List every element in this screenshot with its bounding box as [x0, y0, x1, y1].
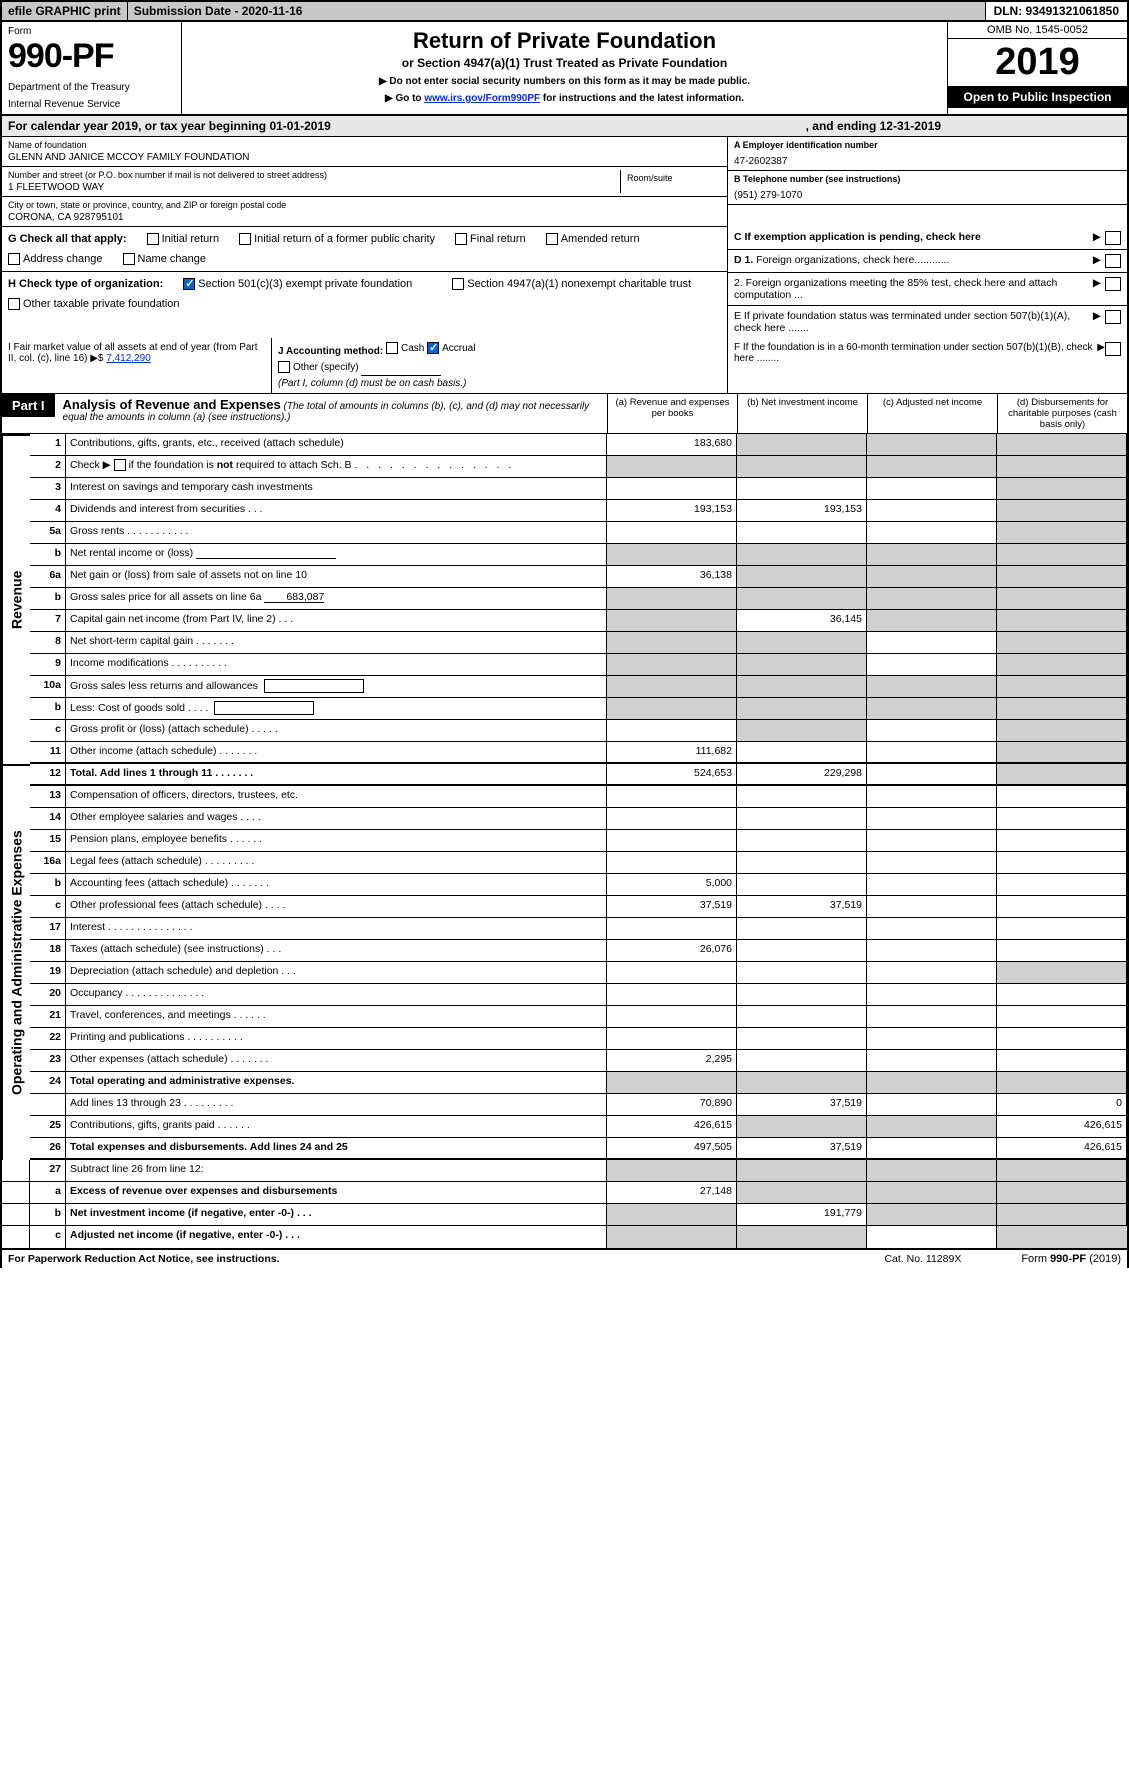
fmv-amount: 7,412,290 — [106, 353, 151, 364]
irs-label: Internal Revenue Service — [8, 99, 175, 110]
section-g-c: G Check all that apply: Initial return I… — [0, 227, 1129, 338]
chk-name-change[interactable]: Name change — [123, 253, 207, 265]
check-icon — [427, 342, 439, 354]
form-header: Form 990-PF Department of the Treasury I… — [0, 22, 1129, 116]
chk-other-method[interactable]: Other (specify) — [278, 361, 359, 373]
form-number: 990-PF — [8, 37, 175, 76]
open-public-badge: Open to Public Inspection — [948, 86, 1127, 108]
section-i-j-f: I Fair market value of all assets at end… — [0, 338, 1129, 394]
chk-4947[interactable]: Section 4947(a)(1) nonexempt charitable … — [452, 278, 691, 290]
calendar-year-row: For calendar year 2019, or tax year begi… — [0, 116, 1129, 137]
g-check-row: G Check all that apply: Initial return I… — [2, 227, 727, 272]
arrow-icon: ▶ — [1093, 254, 1101, 266]
chk-address-change[interactable]: Address change — [8, 253, 103, 265]
check-icon — [183, 278, 195, 290]
header-right: OMB No. 1545-0052 2019 Open to Public In… — [947, 22, 1127, 114]
chk-501c3[interactable]: Section 501(c)(3) exempt private foundat… — [183, 278, 412, 290]
note-link: ▶ Go to www.irs.gov/Form990PF for instru… — [190, 93, 939, 104]
chk-final-return[interactable]: Final return — [455, 233, 526, 245]
e-checkbox[interactable] — [1105, 310, 1121, 324]
page-footer: For Paperwork Reduction Act Notice, see … — [0, 1250, 1129, 1268]
dept-treasury: Department of the Treasury — [8, 82, 175, 93]
dln: DLN: 93491321061850 — [986, 2, 1127, 20]
form-id-block: Form 990-PF Department of the Treasury I… — [2, 22, 182, 114]
d1-checkbox[interactable] — [1105, 254, 1121, 268]
irs-link[interactable]: www.irs.gov/Form990PF — [424, 93, 540, 104]
chk-other-taxable[interactable]: Other taxable private foundation — [8, 298, 180, 310]
arrow-icon: ▶ — [1093, 277, 1101, 289]
col-a-header: (a) Revenue and expenses per books — [607, 394, 737, 433]
sch-b-checkbox[interactable] — [114, 459, 126, 471]
col-c-header: (c) Adjusted net income — [867, 394, 997, 433]
d1-row: D 1. D 1. Foreign organizations, check h… — [728, 250, 1127, 273]
address-row: Number and street (or P.O. box number if… — [2, 167, 727, 197]
foundation-name-cell: Name of foundation GLENN AND JANICE MCCO… — [2, 137, 727, 167]
efile-label: efile GRAPHIC print — [2, 2, 128, 20]
form-no-footer: Form 990-PF (2019) — [1021, 1253, 1121, 1265]
revenue-sidelabel: Revenue — [2, 434, 30, 764]
g-leader: G Check all that apply: — [8, 233, 127, 245]
form-title-block: Return of Private Foundation or Section … — [182, 22, 947, 114]
h-check-row: H Check type of organization: Section 50… — [2, 272, 727, 316]
c-row: C If exemption application is pending, c… — [728, 227, 1127, 250]
h-leader: H Check type of organization: — [8, 278, 163, 290]
expenses-sidelabel: Operating and Administrative Expenses — [2, 764, 30, 1160]
j-note: (Part I, column (d) must be on cash basi… — [278, 378, 721, 389]
chk-cash[interactable]: Cash — [386, 342, 424, 354]
col-b-header: (b) Net investment income — [737, 394, 867, 433]
e-row: E If private foundation status was termi… — [728, 306, 1127, 338]
arrow-icon: ▶ — [1097, 342, 1105, 353]
chk-initial-return[interactable]: Initial return — [147, 233, 219, 245]
room-suite-label: Room/suite — [627, 173, 715, 183]
ein-cell: A Employer identification number 47-2602… — [728, 137, 1127, 171]
part1-column-headers: (a) Revenue and expenses per books (b) N… — [607, 394, 1127, 433]
part1-header: Part I Analysis of Revenue and Expenses … — [2, 394, 1127, 434]
topbar: efile GRAPHIC print Submission Date - 20… — [0, 0, 1129, 22]
i-fair-market: I Fair market value of all assets at end… — [2, 338, 272, 393]
form-subtitle: or Section 4947(a)(1) Trust Treated as P… — [190, 56, 939, 70]
f-row: F If the foundation is in a 60-month ter… — [727, 338, 1127, 393]
city-state-zip: CORONA, CA 928795101 — [8, 212, 721, 223]
part1-title-wrap: Analysis of Revenue and Expenses (The to… — [55, 394, 607, 433]
submission-date: Submission Date - 2020-11-16 — [128, 2, 986, 20]
entity-info: Name of foundation GLENN AND JANICE MCCO… — [0, 137, 1129, 227]
arrow-icon: ▶ — [1093, 310, 1101, 322]
tax-year: 2019 — [948, 39, 1127, 86]
d2-checkbox[interactable] — [1105, 277, 1121, 291]
cal-begin: For calendar year 2019, or tax year begi… — [8, 119, 331, 133]
j-accounting: J Accounting method: Cash Accrual Other … — [272, 338, 727, 393]
chk-initial-former[interactable]: Initial return of a former public charit… — [239, 233, 435, 245]
ein-value: 47-2602387 — [734, 156, 1121, 167]
f-checkbox[interactable] — [1105, 342, 1121, 356]
note-ssn: ▶ Do not enter social security numbers o… — [190, 76, 939, 87]
part-1: Part I Analysis of Revenue and Expenses … — [0, 394, 1129, 1250]
cal-end: , and ending 12-31-2019 — [806, 119, 941, 133]
foundation-name: GLENN AND JANICE MCCOY FAMILY FOUNDATION — [8, 152, 721, 163]
col-d-header: (d) Disbursements for charitable purpose… — [997, 394, 1127, 433]
street-address: 1 FLEETWOOD WAY — [8, 182, 620, 193]
arrow-icon: ▶ — [1093, 231, 1101, 243]
chk-accrual[interactable]: Accrual — [427, 342, 475, 354]
omb-number: OMB No. 1545-0052 — [948, 22, 1127, 39]
part1-table: Revenue 1Contributions, gifts, grants, e… — [2, 434, 1127, 1248]
d2-row: 2. Foreign organizations meeting the 85%… — [728, 273, 1127, 306]
phone-value: (951) 279-1070 — [734, 190, 1121, 201]
paperwork-notice: For Paperwork Reduction Act Notice, see … — [8, 1253, 280, 1265]
part1-tab: Part I — [2, 394, 55, 417]
form-title: Return of Private Foundation — [190, 28, 939, 54]
phone-cell: B Telephone number (see instructions) (9… — [728, 171, 1127, 205]
form-label: Form — [8, 26, 175, 37]
c-checkbox[interactable] — [1105, 231, 1121, 245]
chk-amended[interactable]: Amended return — [546, 233, 640, 245]
cat-no: Cat. No. 11289X — [884, 1253, 961, 1265]
city-cell: City or town, state or province, country… — [2, 197, 727, 227]
